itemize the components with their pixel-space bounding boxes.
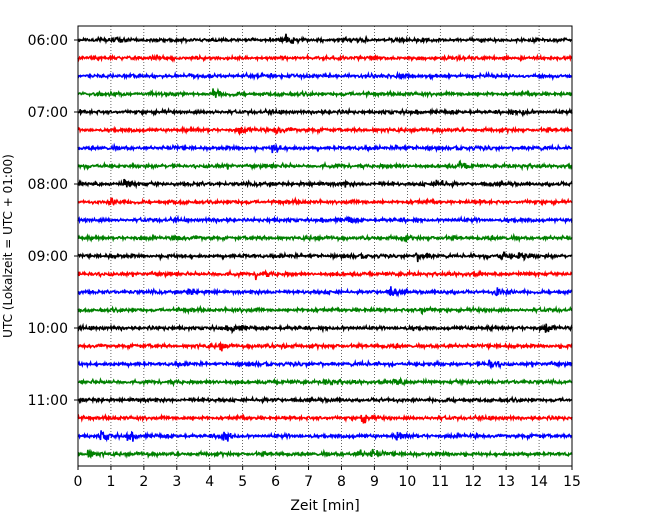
trace-23	[77, 448, 573, 460]
x-tick-label-5: 5	[238, 474, 247, 490]
x-tick-label-8: 8	[337, 474, 346, 490]
seismic-traces	[77, 33, 573, 460]
x-tick-label-9: 9	[370, 474, 379, 490]
trace-5	[77, 125, 573, 136]
x-axis-label: Zeit [min]	[290, 498, 359, 514]
x-tick-label-13: 13	[497, 474, 515, 490]
x-tick-label-4: 4	[205, 474, 214, 490]
trace-12	[77, 251, 573, 263]
trace-3	[77, 87, 573, 99]
y-tick-label: 10:00	[28, 321, 68, 337]
trace-4	[77, 106, 573, 118]
trace-7	[77, 159, 573, 172]
x-tick-label-11: 11	[431, 474, 449, 490]
plot-frame	[77, 25, 573, 467]
y-axis-label: UTC (Lokalzeit = UTC + 01:00)	[1, 154, 15, 338]
trace-21	[77, 413, 573, 424]
trace-18	[77, 359, 573, 370]
trace-13	[77, 268, 573, 281]
x-tick-label-6: 6	[271, 474, 280, 490]
x-tick-label-0: 0	[74, 474, 83, 490]
trace-0	[77, 33, 573, 45]
y-tick-label: 07:00	[28, 105, 68, 121]
vertical-grid	[110, 26, 540, 466]
x-tick-label-15: 15	[563, 474, 581, 490]
y-axis: 06:00 07:00 08:00 09:00 10:00 11:00	[28, 33, 78, 409]
trace-20	[77, 395, 573, 405]
trace-10	[77, 214, 573, 225]
y-tick-label: 06:00	[28, 33, 68, 49]
trace-2	[77, 70, 573, 82]
trace-15	[77, 304, 573, 316]
trace-8	[77, 178, 573, 190]
trace-22	[77, 430, 573, 443]
x-tick-label-14: 14	[530, 474, 548, 490]
x-tick-label-7: 7	[304, 474, 313, 490]
x-tick-label-2: 2	[139, 474, 148, 490]
trace-16	[77, 322, 573, 335]
trace-14	[77, 286, 573, 298]
x-tick-label-3: 3	[172, 474, 181, 490]
x-tick-label-10: 10	[398, 474, 416, 490]
trace-17	[77, 340, 573, 352]
trace-19	[77, 376, 573, 388]
trace-1	[77, 52, 573, 64]
trace-9	[77, 196, 573, 207]
y-tick-label: 08:00	[28, 177, 68, 193]
trace-11	[77, 232, 573, 244]
x-axis: 0 1 2 3 4 5 6 7 8 9 10 11 12 13 14 15	[74, 466, 581, 490]
trace-6	[77, 142, 572, 154]
x-tick-label-12: 12	[464, 474, 482, 490]
x-tick-label-1: 1	[106, 474, 115, 490]
y-tick-label: 11:00	[28, 393, 68, 409]
y-tick-label: 09:00	[28, 249, 68, 265]
